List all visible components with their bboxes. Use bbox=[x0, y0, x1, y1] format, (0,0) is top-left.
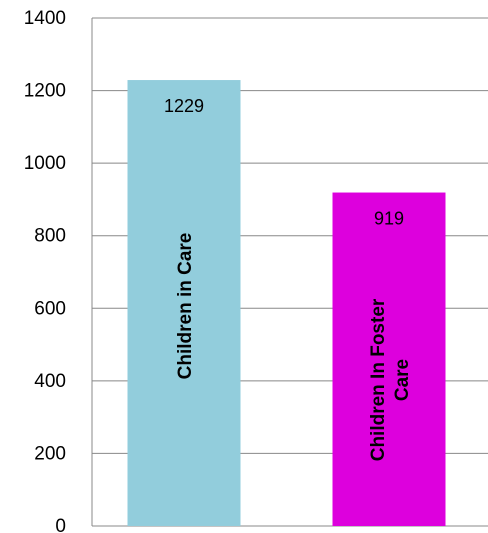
category-label-line: Children in Care bbox=[175, 233, 196, 380]
category-labels: Children in Care Children In Foster Care bbox=[175, 233, 413, 462]
bars bbox=[127, 80, 446, 526]
category-label-line: Care bbox=[392, 359, 413, 401]
bar bbox=[332, 192, 446, 526]
y-tick-label: 0 bbox=[55, 516, 66, 533]
data-label: 919 bbox=[374, 209, 404, 229]
y-tick-label: 200 bbox=[34, 443, 66, 464]
y-tick-label: 600 bbox=[34, 298, 66, 319]
category-label: Children In Foster Care bbox=[368, 298, 413, 461]
y-axis-tick-labels: 0 200 400 600 800 1000 1200 1400 bbox=[24, 8, 66, 533]
y-tick-label: 400 bbox=[34, 371, 66, 392]
y-tick-label: 800 bbox=[34, 226, 66, 247]
y-tick-label: 1000 bbox=[24, 153, 66, 174]
category-label: Children in Care bbox=[175, 233, 196, 380]
data-labels: 1229 919 bbox=[164, 96, 404, 228]
y-tick-label: 1200 bbox=[24, 81, 66, 102]
y-tick-label: 1400 bbox=[24, 8, 66, 29]
category-label-line: Children In Foster bbox=[368, 298, 389, 461]
bar bbox=[127, 80, 241, 526]
data-label: 1229 bbox=[164, 96, 204, 116]
